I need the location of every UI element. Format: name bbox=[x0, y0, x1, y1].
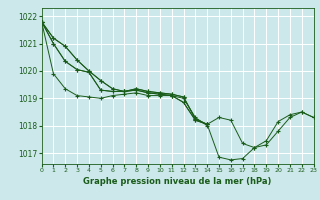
X-axis label: Graphe pression niveau de la mer (hPa): Graphe pression niveau de la mer (hPa) bbox=[84, 177, 272, 186]
